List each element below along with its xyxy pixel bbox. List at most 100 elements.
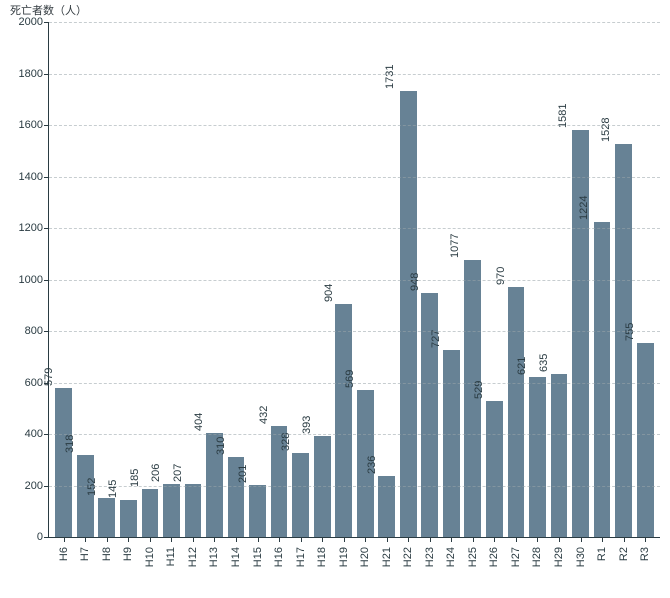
x-tick-label: H8 — [101, 541, 113, 561]
bar-value-label: 318 — [64, 435, 76, 453]
bar: 1581 — [572, 130, 589, 537]
bar-value-label: 152 — [86, 478, 98, 496]
bar-value-label: 145 — [107, 479, 119, 497]
x-tick-label: H22 — [402, 541, 414, 567]
bar-value-label: 1077 — [449, 233, 461, 257]
bar-value-label: 310 — [215, 437, 227, 455]
plot-area: 579H6318H7152H8145H9185H10206H11207H1240… — [48, 22, 660, 538]
bar: 579 — [55, 388, 72, 537]
x-tick-mark — [408, 537, 409, 542]
x-tick-label: H18 — [316, 541, 328, 567]
x-tick-label: H10 — [144, 541, 156, 567]
x-tick-label: H16 — [273, 541, 285, 567]
bar-value-label: 206 — [150, 464, 162, 482]
x-tick-mark — [602, 537, 603, 542]
x-tick-mark — [322, 537, 323, 542]
x-tick-label: H30 — [575, 541, 587, 567]
grid-line — [49, 228, 660, 229]
x-tick-label: H19 — [338, 541, 350, 567]
bar-chart: 死亡者数（人） 579H6318H7152H8145H9185H10206H11… — [0, 0, 670, 598]
bar: 1731 — [400, 91, 417, 537]
bar: 207 — [185, 484, 202, 537]
y-tick-mark — [44, 228, 49, 229]
x-tick-label: H20 — [359, 541, 371, 567]
x-tick-label: R2 — [618, 541, 630, 561]
grid-line — [49, 434, 660, 435]
x-tick-label: H9 — [122, 541, 134, 561]
x-tick-mark — [473, 537, 474, 542]
bar-value-label: 201 — [236, 465, 248, 483]
bar: 904 — [335, 304, 352, 537]
x-tick-mark — [214, 537, 215, 542]
bar-value-label: 904 — [322, 284, 334, 302]
y-tick-mark — [44, 383, 49, 384]
x-tick-mark — [559, 537, 560, 542]
y-tick-mark — [44, 74, 49, 75]
bar: 328 — [292, 453, 309, 537]
x-tick-mark — [301, 537, 302, 542]
x-tick-label: H17 — [295, 541, 307, 567]
grid-line — [49, 74, 660, 75]
bar-value-label: 1528 — [599, 117, 611, 141]
bar: 621 — [529, 377, 546, 537]
bar-value-label: 1224 — [578, 195, 590, 219]
y-tick-mark — [44, 125, 49, 126]
x-tick-mark — [365, 537, 366, 542]
bar-value-label: 569 — [344, 370, 356, 388]
x-tick-label: H13 — [208, 541, 220, 567]
bar-value-label: 621 — [516, 357, 528, 375]
bar: 727 — [443, 350, 460, 537]
grid-line — [49, 177, 660, 178]
x-tick-label: H15 — [252, 541, 264, 567]
x-tick-mark — [451, 537, 452, 542]
bar: 318 — [77, 455, 94, 537]
grid-line — [49, 125, 660, 126]
bar: 970 — [508, 287, 525, 537]
bar-value-label: 207 — [172, 463, 184, 481]
bar: 755 — [637, 343, 654, 537]
x-tick-mark — [107, 537, 108, 542]
x-tick-label: H25 — [467, 541, 479, 567]
x-tick-mark — [494, 537, 495, 542]
x-tick-mark — [645, 537, 646, 542]
x-tick-label: R3 — [639, 541, 651, 561]
y-tick-mark — [44, 22, 49, 23]
bar: 1224 — [594, 222, 611, 537]
grid-line — [49, 331, 660, 332]
bar-value-label: 970 — [495, 267, 507, 285]
x-tick-mark — [193, 537, 194, 542]
x-tick-mark — [516, 537, 517, 542]
x-tick-mark — [344, 537, 345, 542]
x-tick-label: H6 — [58, 541, 70, 561]
bar: 635 — [551, 374, 568, 538]
bar-value-label: 1731 — [384, 65, 396, 89]
x-tick-label: H23 — [424, 541, 436, 567]
bar: 529 — [486, 401, 503, 537]
bar-value-label: 404 — [193, 413, 205, 431]
bar: 201 — [249, 485, 266, 537]
bar-value-label: 393 — [301, 415, 313, 433]
x-tick-mark — [236, 537, 237, 542]
bar: 152 — [98, 498, 115, 537]
y-tick-mark — [44, 537, 49, 538]
x-tick-label: H24 — [445, 541, 457, 567]
x-tick-mark — [258, 537, 259, 542]
y-tick-mark — [44, 280, 49, 281]
x-tick-mark — [64, 537, 65, 542]
x-tick-mark — [279, 537, 280, 542]
y-tick-mark — [44, 434, 49, 435]
x-tick-mark — [430, 537, 431, 542]
x-tick-mark — [624, 537, 625, 542]
x-tick-label: H12 — [187, 541, 199, 567]
grid-line — [49, 280, 660, 281]
bar-value-label: 727 — [430, 329, 442, 347]
bar-value-label: 635 — [538, 353, 550, 371]
x-tick-label: R1 — [596, 541, 608, 561]
y-tick-mark — [44, 486, 49, 487]
y-tick-mark — [44, 331, 49, 332]
x-tick-label: H7 — [79, 541, 91, 561]
x-tick-mark — [581, 537, 582, 542]
bar: 145 — [120, 500, 137, 537]
bar: 185 — [142, 489, 159, 537]
x-tick-mark — [128, 537, 129, 542]
